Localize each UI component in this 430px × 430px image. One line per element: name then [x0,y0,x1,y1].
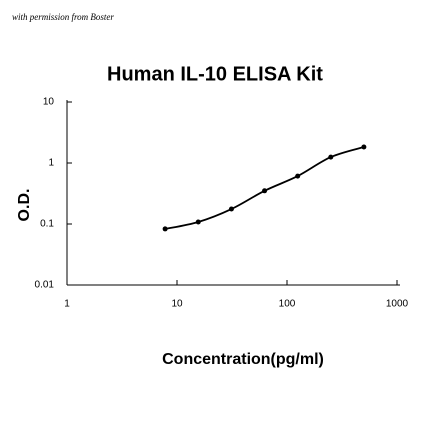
x-tick-label: 10 [171,299,183,310]
point [195,219,201,225]
point [361,144,367,150]
x-tick-label: 100 [279,299,296,310]
y-tick-label: 0.01 [35,280,55,291]
y-tick-label: 1 [48,158,54,169]
point [295,173,301,179]
chart-title: Human IL-10 ELISA Kit [107,63,323,85]
y-axis-label: O.D. [16,189,33,222]
x-axis-label: Concentration(pg/ml) [162,351,324,368]
point [328,154,334,160]
point [262,188,268,194]
y-tick-label: 0.1 [40,219,54,230]
y-tick-label: 10 [43,97,55,108]
x-tick-label: 1000 [386,299,409,310]
curve [164,146,365,230]
point [162,226,168,232]
x-tick-label: 1 [64,299,70,310]
point [228,206,234,212]
note: with permission from Boster [12,12,114,22]
